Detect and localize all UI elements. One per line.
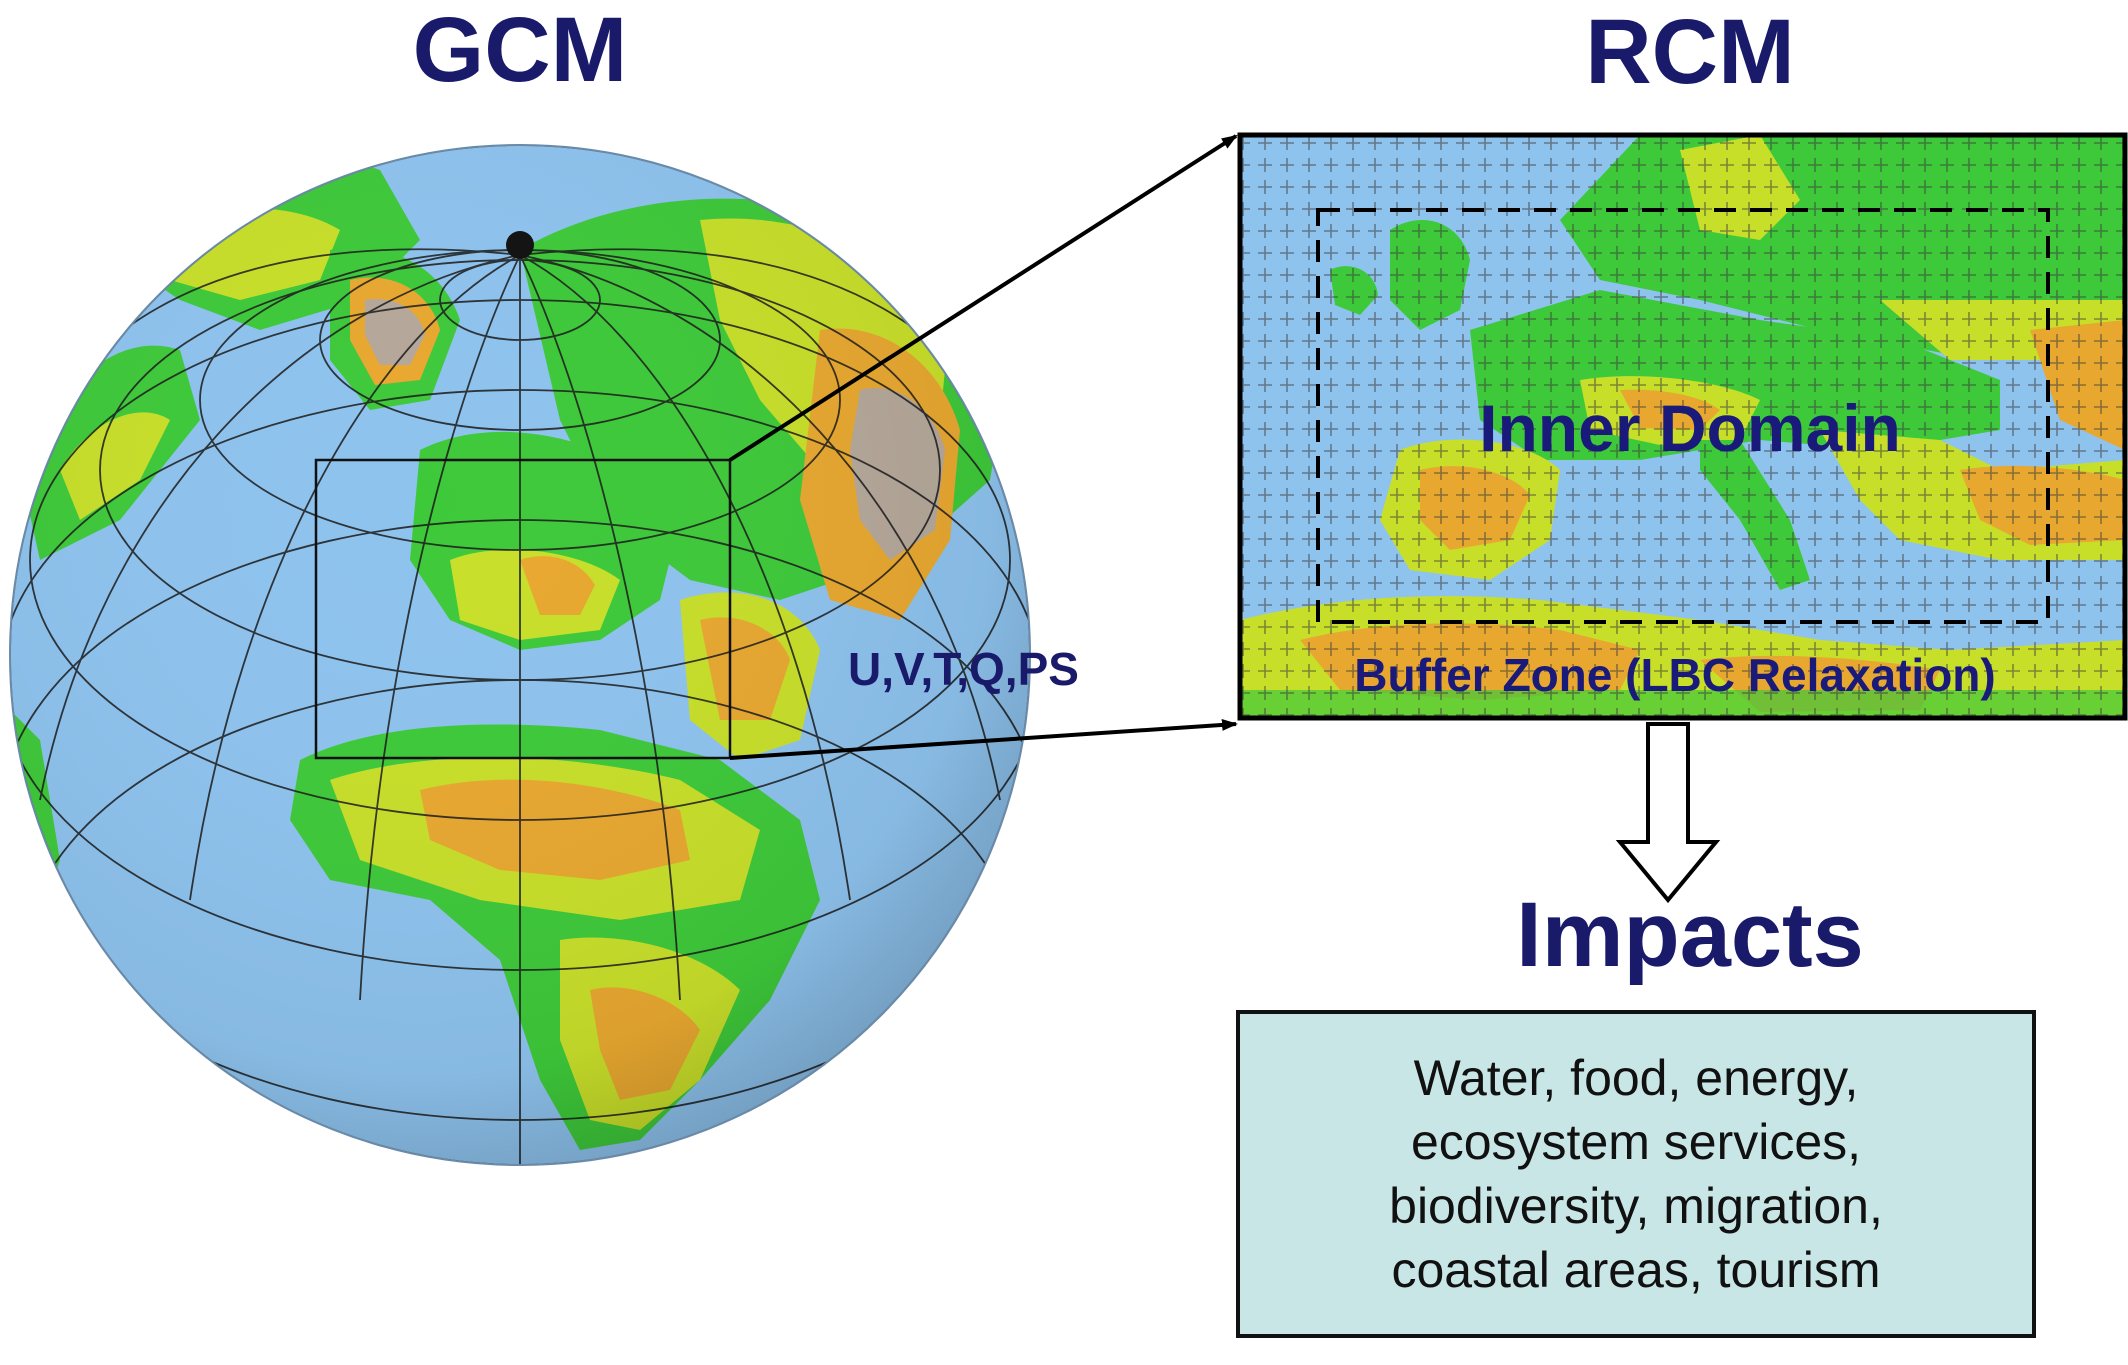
down-arrow bbox=[1615, 722, 1721, 904]
impact-line-3: biodiversity, migration, bbox=[1389, 1178, 1883, 1234]
gcm-title: GCM bbox=[412, 0, 628, 101]
rcm-title: RCM bbox=[1585, 1, 1795, 103]
impacts-title: Impacts bbox=[1516, 884, 1864, 986]
upper-arrow bbox=[728, 134, 1238, 462]
gcm-globe bbox=[9, 144, 1031, 1166]
impact-line-1: Water, food, energy, bbox=[1413, 1050, 1859, 1106]
buffer-zone-label: Buffer Zone (LBC Relaxation) bbox=[1354, 649, 1996, 701]
rcm-map bbox=[1237, 132, 2128, 721]
globe-region-box bbox=[314, 458, 732, 760]
inner-domain-label: Inner Domain bbox=[1479, 391, 1901, 465]
impact-line-4: coastal areas, tourism bbox=[1391, 1242, 1881, 1298]
forcing-variables-label: U,V,T,Q,PS bbox=[848, 643, 1079, 695]
lower-arrow bbox=[729, 718, 1238, 760]
inner-domain-boundary bbox=[1316, 208, 2050, 624]
impacts-box: Water, food, energy, ecosystem services,… bbox=[1236, 1010, 2036, 1338]
impact-line-2: ecosystem services, bbox=[1410, 1114, 1862, 1170]
